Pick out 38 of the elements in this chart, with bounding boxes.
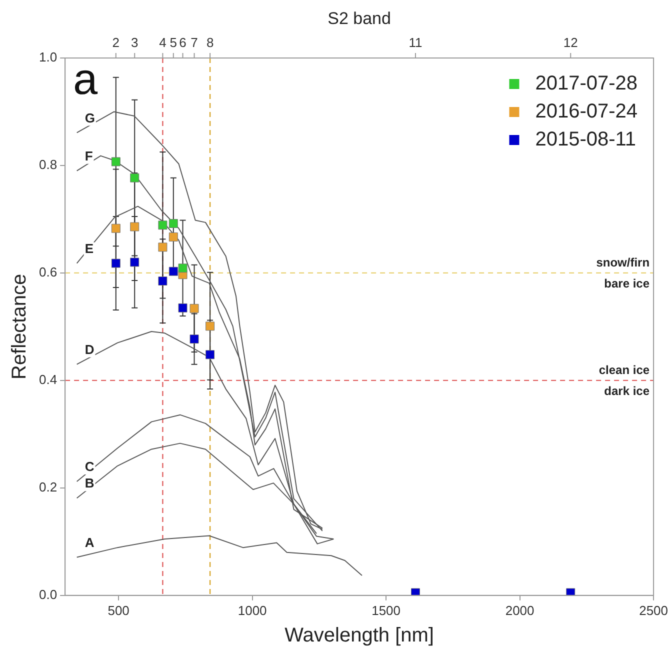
- y-axis-title: Reflectance: [8, 274, 31, 380]
- annotation: 6: [179, 35, 186, 50]
- x-tick-label: 500: [108, 602, 130, 618]
- series-label: D: [84, 342, 94, 357]
- y-tick-label: 1.0: [38, 50, 58, 65]
- annotation: 11: [408, 35, 422, 50]
- series-label: B: [84, 476, 94, 491]
- x-tick-label: 1000: [238, 602, 267, 618]
- x-tick-label: 2000: [505, 602, 534, 618]
- y-tick-label: 0.0: [38, 586, 58, 602]
- annotation: 2: [112, 35, 120, 50]
- annotation: 12: [563, 35, 578, 50]
- annotation: 5: [170, 35, 178, 50]
- annotation: a: [73, 55, 98, 104]
- annotation: dark ice: [604, 384, 650, 398]
- legend-label: 2017-07-28: [535, 72, 638, 95]
- annotation: 7: [190, 35, 198, 50]
- annotation: 4: [159, 35, 166, 50]
- y-tick-label: 0.8: [38, 157, 58, 172]
- series-label: A: [84, 534, 95, 550]
- series-label: G: [84, 110, 95, 126]
- ref-line-label: clean ice: [598, 362, 650, 377]
- legend-label: 2016-07-24: [535, 100, 638, 123]
- ref-line-label: snow/firn: [596, 255, 650, 270]
- x-axis-title: Wavelength [nm]: [284, 624, 434, 647]
- x2-axis-title: S2 band: [328, 9, 391, 28]
- x-tick-label: 1500: [372, 602, 401, 618]
- annotation: 8: [206, 35, 214, 50]
- series-label: C: [84, 459, 95, 474]
- series-label: E: [84, 240, 94, 256]
- annotation: 3: [131, 35, 138, 50]
- series-label: F: [84, 148, 93, 164]
- legend-label: 2015-08-11: [535, 128, 636, 151]
- y-tick-label: 0.2: [38, 480, 58, 494]
- y-tick-label: 0.6: [38, 264, 58, 280]
- y-tick-label: 0.4: [38, 372, 58, 388]
- annotation: bare ice: [604, 276, 650, 290]
- x-tick-label: 2500: [639, 602, 668, 618]
